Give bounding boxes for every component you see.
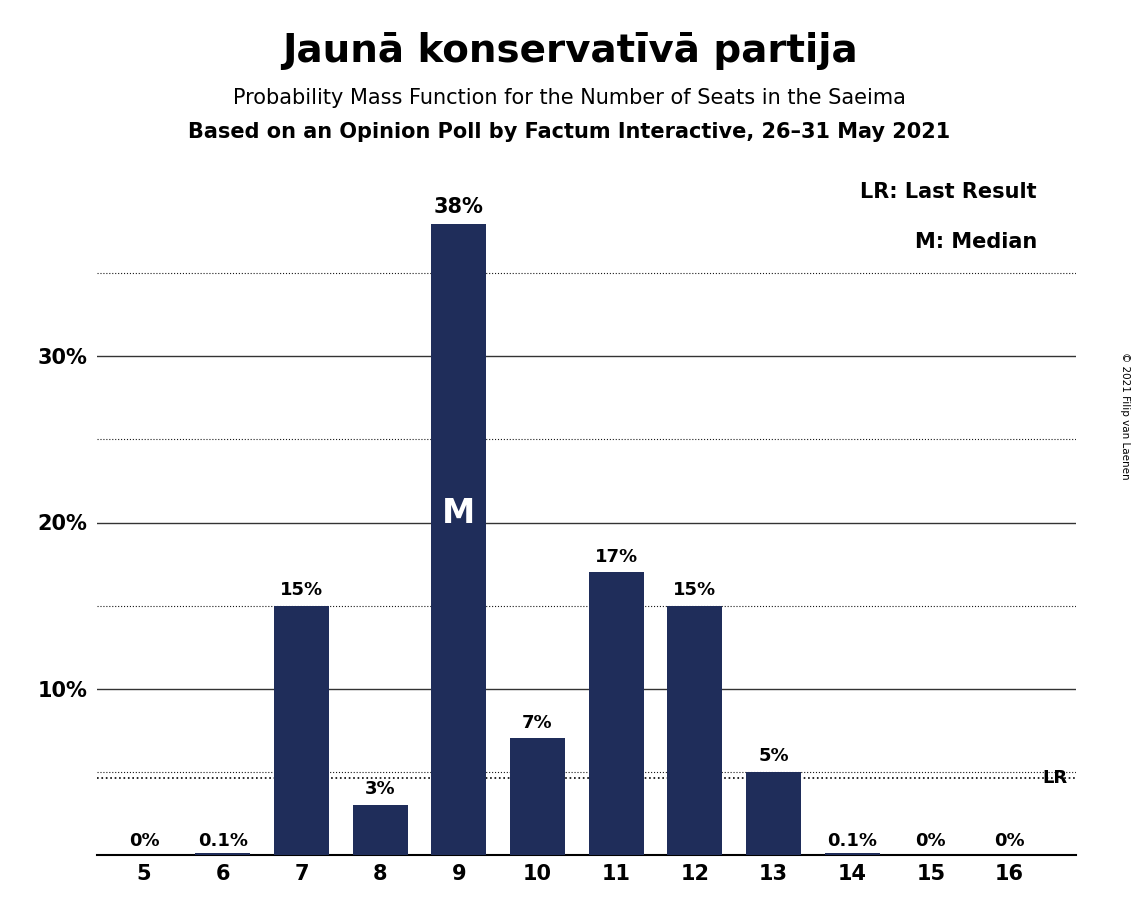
Text: Based on an Opinion Poll by Factum Interactive, 26–31 May 2021: Based on an Opinion Poll by Factum Inter… (188, 122, 951, 142)
Text: 7%: 7% (522, 713, 552, 732)
Text: 5%: 5% (759, 747, 789, 765)
Text: 0.1%: 0.1% (198, 832, 247, 850)
Text: M: M (442, 497, 475, 530)
Bar (667, 605, 722, 855)
Text: 0.1%: 0.1% (827, 832, 877, 850)
Bar (510, 738, 565, 855)
Bar (589, 572, 644, 855)
Bar (273, 605, 329, 855)
Text: LR: LR (1042, 770, 1067, 787)
Text: 38%: 38% (434, 197, 484, 217)
Text: 15%: 15% (280, 581, 323, 599)
Bar (195, 853, 251, 855)
Bar (352, 805, 408, 855)
Text: M: Median: M: Median (915, 232, 1036, 252)
Text: 17%: 17% (595, 548, 638, 565)
Text: 0%: 0% (994, 832, 1025, 850)
Bar (825, 853, 879, 855)
Bar (432, 224, 486, 855)
Text: Jaunā konservatīvā partija: Jaunā konservatīvā partija (281, 32, 858, 70)
Text: © 2021 Filip van Laenen: © 2021 Filip van Laenen (1121, 352, 1130, 480)
Text: 15%: 15% (673, 581, 716, 599)
Text: Probability Mass Function for the Number of Seats in the Saeima: Probability Mass Function for the Number… (233, 88, 906, 108)
Bar (746, 772, 801, 855)
Text: 3%: 3% (364, 780, 395, 798)
Text: 0%: 0% (129, 832, 159, 850)
Text: LR: Last Result: LR: Last Result (860, 182, 1036, 202)
Text: 0%: 0% (916, 832, 947, 850)
